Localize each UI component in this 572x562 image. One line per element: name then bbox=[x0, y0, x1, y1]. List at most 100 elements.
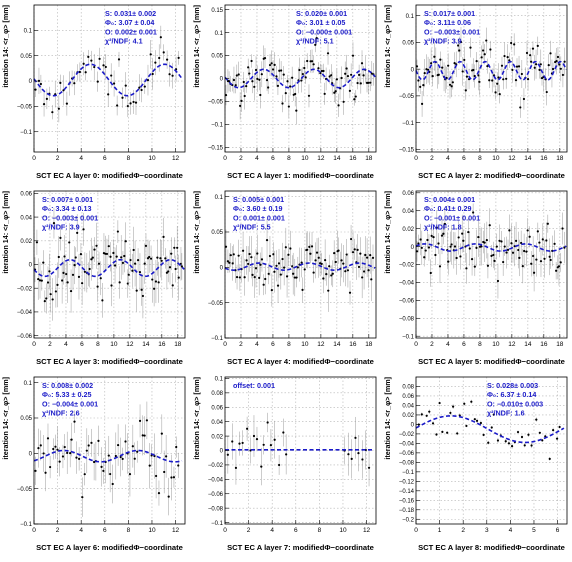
data-point bbox=[160, 432, 163, 435]
data-point bbox=[121, 96, 124, 99]
y-tick-label: 0.1 bbox=[24, 29, 33, 35]
data-point bbox=[493, 259, 496, 262]
data-point bbox=[42, 261, 45, 264]
data-point bbox=[59, 81, 62, 85]
data-point bbox=[557, 265, 561, 268]
y-axis-title: iteration 14: <r_φ> [mm] bbox=[192, 5, 201, 88]
axes-frame bbox=[415, 4, 568, 153]
data-point bbox=[533, 271, 536, 274]
data-point bbox=[113, 264, 117, 267]
data-point bbox=[154, 61, 157, 64]
data-point bbox=[549, 52, 552, 55]
data-point bbox=[237, 254, 240, 257]
x-tick-label: 12 bbox=[317, 155, 325, 162]
data-point bbox=[46, 281, 50, 284]
data-point bbox=[141, 434, 144, 437]
data-point bbox=[348, 89, 351, 92]
data-point bbox=[359, 82, 362, 85]
data-point bbox=[162, 235, 165, 238]
data-point bbox=[34, 88, 37, 91]
x-tick-label: 4 bbox=[270, 527, 274, 534]
x-tick-label: 12 bbox=[317, 341, 325, 348]
data-point bbox=[470, 400, 473, 403]
data-point bbox=[345, 67, 348, 70]
data-point bbox=[301, 72, 304, 76]
data-point bbox=[506, 56, 509, 59]
data-point bbox=[369, 81, 372, 84]
data-point bbox=[97, 439, 100, 442]
x-tick-label: 10 bbox=[492, 341, 500, 348]
data-point bbox=[65, 102, 68, 105]
data-point bbox=[348, 291, 352, 294]
data-point bbox=[112, 82, 116, 85]
data-point bbox=[334, 260, 337, 264]
data-point bbox=[116, 104, 119, 107]
data-point bbox=[49, 293, 52, 296]
data-point bbox=[327, 289, 330, 292]
x-tick-label: 8 bbox=[478, 341, 482, 348]
data-point bbox=[294, 92, 297, 96]
data-point bbox=[312, 271, 315, 274]
data-point bbox=[251, 273, 254, 276]
chart-layer-0: 0 2 4 6 8 10 12 −0.1 −0.05 0 0.05 0.1 SCT EC A layer… bbox=[1, 4, 186, 180]
data-point bbox=[556, 55, 560, 59]
data-point bbox=[334, 90, 337, 93]
data-point bbox=[328, 75, 331, 78]
data-point bbox=[279, 273, 282, 276]
x-tick-label: 16 bbox=[349, 341, 357, 348]
data-point bbox=[312, 63, 315, 66]
fit-stat-line: Φ₀: 3.07 ± 0.04 bbox=[105, 18, 154, 27]
y-tick-label: 0 bbox=[220, 266, 224, 272]
fit-stat-line: Φ₀: 3.34 ± 0.13 bbox=[42, 204, 91, 213]
data-point bbox=[477, 74, 480, 77]
data-point bbox=[95, 244, 98, 247]
data-point bbox=[360, 62, 364, 65]
data-point bbox=[449, 411, 452, 415]
data-point bbox=[328, 265, 331, 268]
fit-stat-line: O: −0.004± 0.001 bbox=[42, 399, 98, 408]
data-point bbox=[151, 72, 154, 76]
y-tick-label: 0.08 bbox=[402, 385, 414, 391]
data-point bbox=[448, 83, 452, 86]
data-point bbox=[510, 41, 513, 45]
data-point bbox=[70, 438, 73, 441]
fit-stat-line: Φ₀: 6.37 ± 0.14 bbox=[487, 390, 536, 399]
data-point bbox=[96, 80, 99, 83]
x-tick-label: 12 bbox=[172, 527, 180, 534]
data-point bbox=[420, 102, 424, 106]
data-point bbox=[226, 453, 229, 456]
data-point bbox=[335, 78, 338, 81]
chart-layer-4: 0 2 4 6 8 10 12 14 16 18 −0.1 −0.05 0 0.05 0.1 SCT EC A… bbox=[192, 190, 377, 366]
data-point bbox=[553, 242, 556, 245]
data-point bbox=[138, 86, 141, 89]
data-point bbox=[101, 299, 104, 302]
data-point bbox=[263, 56, 267, 60]
fit-curve bbox=[415, 60, 567, 81]
data-point bbox=[538, 431, 541, 434]
data-point bbox=[39, 444, 42, 447]
axes-frame bbox=[224, 190, 377, 339]
data-point bbox=[441, 430, 444, 433]
x-tick-label: 4 bbox=[255, 155, 259, 162]
data-point bbox=[124, 240, 127, 243]
data-point bbox=[473, 265, 476, 268]
data-point bbox=[54, 445, 57, 448]
data-point bbox=[132, 100, 135, 104]
data-point bbox=[61, 279, 64, 282]
x-tick-label: 6 bbox=[462, 341, 466, 348]
data-point bbox=[238, 276, 241, 279]
data-point bbox=[340, 76, 343, 80]
data-point bbox=[90, 441, 93, 444]
data-point bbox=[331, 272, 334, 275]
data-point bbox=[157, 491, 161, 495]
data-point bbox=[148, 255, 151, 259]
y-tick-label: −0.04 bbox=[208, 478, 224, 484]
data-point bbox=[158, 56, 161, 60]
data-point bbox=[495, 245, 498, 248]
data-point bbox=[508, 59, 511, 62]
x-axis-title: SCT EC A layer 0: modifiedΦ−coordinate bbox=[36, 171, 183, 180]
data-point bbox=[80, 282, 84, 285]
data-point bbox=[247, 66, 250, 69]
data-point bbox=[248, 252, 251, 256]
data-point bbox=[241, 441, 244, 445]
